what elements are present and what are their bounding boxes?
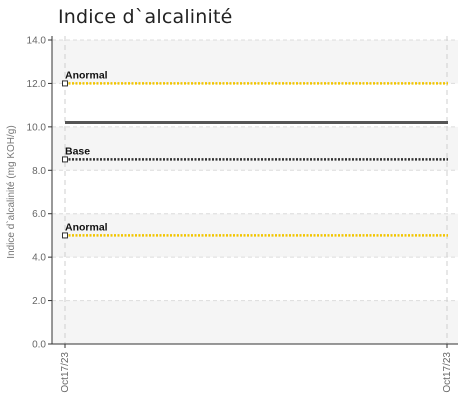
reference-lines: Anormal Base Anormal xyxy=(62,69,448,239)
y-axis-title: Indice d`alcalinité (mg KOH/g) xyxy=(5,125,17,258)
reference-label: Anormal xyxy=(65,69,108,81)
background-band xyxy=(52,40,458,84)
axes xyxy=(51,36,458,345)
background-band xyxy=(52,126,458,171)
reference-marker xyxy=(62,80,68,87)
x-tick-label: Oct17/23 xyxy=(60,352,71,393)
y-tick-label: 6.0 xyxy=(32,209,46,220)
x-tick-label: Oct17/23 xyxy=(442,352,453,393)
reference-marker xyxy=(62,232,68,239)
background-bands xyxy=(52,40,458,344)
reference-label: Base xyxy=(65,145,90,157)
y-tick-label: 0.0 xyxy=(32,340,46,351)
y-tick-label: 14.0 xyxy=(27,36,47,47)
x-tick-labels: Oct17/23 Oct17/23 xyxy=(60,344,453,393)
y-tick-label: 12.0 xyxy=(27,79,47,90)
y-tick-label: 2.0 xyxy=(32,296,46,307)
y-tick-label: 8.0 xyxy=(32,166,46,177)
y-tick-label: 4.0 xyxy=(32,253,46,264)
background-band xyxy=(52,300,458,344)
reference-marker xyxy=(62,156,68,163)
y-tick-labels: 0.0 2.0 4.0 6.0 8.0 10.0 12.0 14.0 xyxy=(27,36,52,351)
y-tick-label: 10.0 xyxy=(27,122,47,133)
reference-label: Anormal xyxy=(65,221,108,233)
chart-title: Indice d`alcalinité xyxy=(58,6,233,28)
